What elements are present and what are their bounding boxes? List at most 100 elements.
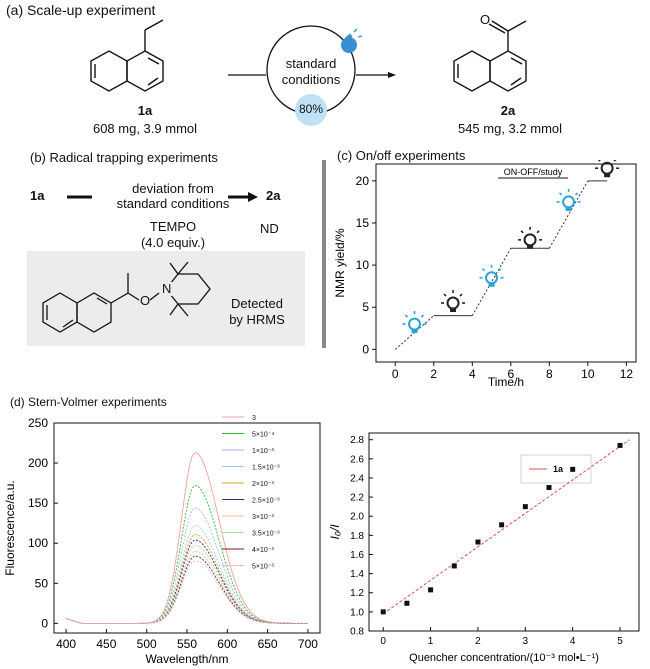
conditions-line2: conditions [281, 72, 341, 87]
fluor-x-tick-label: 700 [298, 637, 318, 651]
tempo-equiv: (4.0 equiv.) [140, 235, 206, 250]
onoff-legend-text: ON-OFF/study [504, 167, 563, 177]
yield-bubble [295, 94, 327, 126]
onoff-y-tick-label: 15 [356, 216, 370, 230]
reactant-amount: 608 mg, 3.9 mmol [92, 121, 198, 136]
fluor-x-tick-label: 450 [96, 637, 116, 651]
sv-x-tick-label: 0 [380, 636, 386, 647]
fluor-x-tick-label: 650 [258, 637, 278, 651]
yield-label: 80% [298, 102, 324, 116]
sv-y-axis-label: I₀/I [328, 524, 342, 540]
sv-y-tick-label: 0.8 [350, 627, 364, 638]
fluor-y-tick-label: 50 [35, 576, 49, 590]
conditions-line1: standard [285, 56, 337, 71]
sv-y-tick-label: 1.0 [350, 607, 364, 618]
sv-y-tick-label: 1.4 [350, 569, 364, 580]
sv-y-tick-label: 2.0 [350, 512, 364, 523]
sv-x-tick-label: 5 [617, 636, 623, 647]
fluor-legend-label: 2×10⁻³ [252, 481, 274, 488]
trap-product-label: 2a [266, 188, 281, 203]
onoff-y-axis-label: NMR yield/% [333, 228, 347, 298]
fluor-y-tick-label: 0 [41, 616, 48, 630]
reactant-structure-1a [90, 19, 164, 92]
fluor-legend-label: 3.5×10⁻³ [252, 531, 280, 538]
product-label-2a: 2a [500, 103, 516, 118]
light-off-icon [595, 160, 620, 178]
fluor-x-tick-label: 500 [137, 637, 157, 651]
sv-data-point [570, 466, 576, 472]
sv-y-tick-label: 2.8 [350, 435, 364, 446]
fluor-y-tick-label: 250 [28, 416, 48, 430]
sv-x-tick-label: 4 [570, 636, 576, 647]
fluor-x-axis-label: Wavelength/nm [146, 652, 229, 666]
sv-data-point [522, 504, 528, 510]
fluor-series-line [65, 560, 308, 624]
fluor-legend-label: 2.5×10⁻³ [252, 498, 280, 505]
adduct-atom-o: O [140, 293, 151, 308]
onoff-x-tick-label: 4 [469, 367, 476, 381]
adduct-atom-n: N [162, 281, 172, 296]
arrow-a-head [388, 72, 396, 78]
fluor-x-tick-label: 550 [177, 637, 197, 651]
panel-d-title: (d) Stern-Volmer experiments [10, 395, 167, 409]
onoff-x-tick-label: 8 [546, 367, 553, 381]
sv-data-point [546, 485, 552, 491]
fluor-series-line [65, 452, 308, 624]
onoff-y-tick-label: 0 [362, 342, 369, 356]
fluor-y-tick-label: 100 [28, 536, 48, 550]
fluor-legend-label: 1×10⁻³ [252, 448, 274, 455]
sv-x-axis-label: Quencher concentration/(10⁻³ mol•L⁻¹) [409, 652, 599, 664]
fluor-series-line [65, 525, 308, 624]
fluor-x-tick-label: 400 [56, 637, 76, 651]
onoff-y-tick-label: 10 [356, 258, 370, 272]
onoff-x-tick-label: 12 [620, 367, 634, 381]
sv-y-tick-label: 2.4 [350, 473, 364, 484]
sv-fit-line [382, 439, 630, 615]
onoff-segment [548, 180, 589, 249]
onoff-x-tick-label: 10 [581, 367, 595, 381]
onoff-plot-frame [375, 163, 637, 363]
fluor-y-tick-label: 200 [28, 456, 48, 470]
carbonyl-o: O [480, 12, 490, 27]
fluorescence-chart: Fluorescence/a.u. Wavelength/nm 400 450 50… [3, 415, 321, 666]
sv-x-tick-label: 1 [428, 636, 434, 647]
sv-data-point [617, 442, 623, 448]
fluor-series-line [65, 550, 308, 624]
light-on-icon [556, 188, 581, 211]
fluor-y-tick-label: 150 [28, 496, 48, 510]
sv-data-point [451, 563, 457, 569]
sv-legend-text: 1a [553, 464, 564, 474]
sv-plot-frame [368, 432, 640, 632]
onoff-chart: NMR yield/% Time/h ON-OFF/study 0 2 4 6 8 10 1… [333, 160, 637, 389]
panel-b-title: (b) Radical trapping experiments [30, 150, 218, 165]
light-on-icon [479, 264, 504, 287]
sv-y-tick-label: 2.6 [350, 454, 364, 465]
trap-arrow-head [248, 192, 258, 202]
sv-y-tick-label: 1.8 [350, 531, 364, 542]
light-on-icon [402, 311, 427, 334]
adduct-box [27, 251, 305, 346]
light-off-icon [518, 226, 543, 249]
panel-a-scheme: O [90, 12, 527, 126]
sv-data-point [380, 609, 386, 615]
sv-y-tick-label: 1.6 [350, 550, 364, 561]
sv-data-point [404, 600, 410, 606]
panel-c-title: (c) On/off experiments [337, 148, 466, 163]
sv-y-tick-label: 2.2 [350, 493, 364, 504]
fluor-legend-label: 3×10⁻³ [252, 514, 274, 521]
fluor-legend-label: 1.5×10⁻³ [252, 465, 280, 472]
reactant-label-1a: 1a [137, 103, 153, 118]
onoff-x-axis-label: Time/h [488, 375, 524, 389]
onoff-x-tick-label: 0 [392, 367, 399, 381]
panel-a-title: (a) Scale-up experiment [6, 2, 156, 18]
onoff-x-tick-label: 6 [507, 367, 514, 381]
sv-data-point [475, 539, 481, 545]
fluor-legend-label: 3 [252, 415, 256, 422]
tempo-label: TEMPO [149, 219, 197, 234]
sv-y-tick-label: 1.2 [350, 588, 364, 599]
sv-data-point [499, 522, 505, 528]
stern-volmer-chart: I₀/I Quencher concentration/(10⁻³ mol•L⁻… [328, 432, 640, 664]
light-bulb-icon [341, 28, 363, 53]
panel-b-scheme [27, 192, 305, 346]
light-off-icon [441, 290, 466, 313]
